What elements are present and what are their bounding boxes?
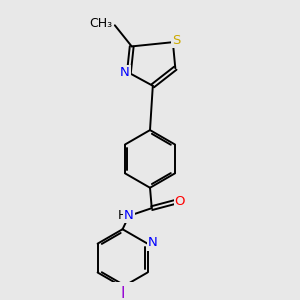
Text: S: S [172,34,181,47]
Text: I: I [120,286,125,300]
Text: O: O [175,195,185,208]
Text: N: N [120,66,130,79]
Text: N: N [124,209,134,222]
Text: H: H [118,209,127,222]
Text: N: N [148,236,157,250]
Text: CH₃: CH₃ [89,17,112,30]
